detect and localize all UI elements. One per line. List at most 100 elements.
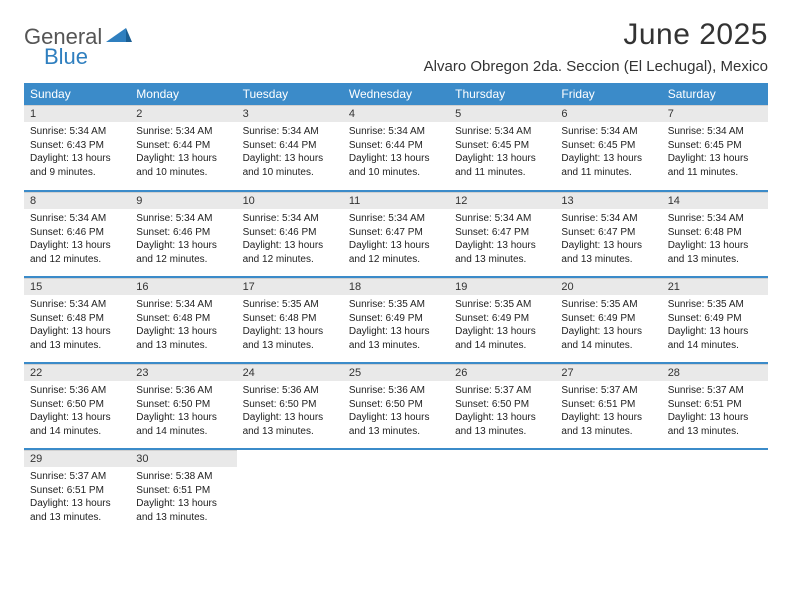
calendar-cell: 2Sunrise: 5:34 AMSunset: 6:44 PMDaylight…	[130, 105, 236, 191]
day-body: Sunrise: 5:36 AMSunset: 6:50 PMDaylight:…	[237, 381, 343, 442]
day-body: Sunrise: 5:34 AMSunset: 6:47 PMDaylight:…	[555, 209, 661, 270]
day-number: 2	[130, 105, 236, 122]
day-number: 1	[24, 105, 130, 122]
sunrise-line: Sunrise: 5:37 AM	[30, 470, 124, 484]
calendar-row: 22Sunrise: 5:36 AMSunset: 6:50 PMDayligh…	[24, 363, 768, 449]
day-body: Sunrise: 5:34 AMSunset: 6:46 PMDaylight:…	[237, 209, 343, 270]
calendar-cell: 23Sunrise: 5:36 AMSunset: 6:50 PMDayligh…	[130, 363, 236, 449]
sunrise-line: Sunrise: 5:36 AM	[243, 384, 337, 398]
calendar-cell: 5Sunrise: 5:34 AMSunset: 6:45 PMDaylight…	[449, 105, 555, 191]
calendar-cell: 10Sunrise: 5:34 AMSunset: 6:46 PMDayligh…	[237, 191, 343, 277]
sunset-line: Sunset: 6:45 PM	[668, 139, 762, 153]
day-number: 19	[449, 278, 555, 295]
daylight-line: Daylight: 13 hours and 14 minutes.	[30, 411, 124, 438]
calendar-cell: 25Sunrise: 5:36 AMSunset: 6:50 PMDayligh…	[343, 363, 449, 449]
daylight-line: Daylight: 13 hours and 13 minutes.	[243, 325, 337, 352]
sunrise-line: Sunrise: 5:34 AM	[30, 298, 124, 312]
sunrise-line: Sunrise: 5:37 AM	[455, 384, 549, 398]
day-body: Sunrise: 5:37 AMSunset: 6:51 PMDaylight:…	[555, 381, 661, 442]
sunrise-line: Sunrise: 5:34 AM	[349, 212, 443, 226]
day-body: Sunrise: 5:36 AMSunset: 6:50 PMDaylight:…	[343, 381, 449, 442]
day-body: Sunrise: 5:34 AMSunset: 6:48 PMDaylight:…	[662, 209, 768, 270]
day-body: Sunrise: 5:34 AMSunset: 6:48 PMDaylight:…	[24, 295, 130, 356]
weekday-header-row: Sunday Monday Tuesday Wednesday Thursday…	[24, 83, 768, 105]
daylight-line: Daylight: 13 hours and 14 minutes.	[455, 325, 549, 352]
calendar-cell: 15Sunrise: 5:34 AMSunset: 6:48 PMDayligh…	[24, 277, 130, 363]
calendar-table: Sunday Monday Tuesday Wednesday Thursday…	[24, 83, 768, 535]
calendar-cell: 8Sunrise: 5:34 AMSunset: 6:46 PMDaylight…	[24, 191, 130, 277]
day-number: 27	[555, 364, 661, 381]
sunset-line: Sunset: 6:51 PM	[668, 398, 762, 412]
day-body: Sunrise: 5:34 AMSunset: 6:44 PMDaylight:…	[130, 122, 236, 183]
sunrise-line: Sunrise: 5:35 AM	[455, 298, 549, 312]
daylight-line: Daylight: 13 hours and 11 minutes.	[668, 152, 762, 179]
daylight-line: Daylight: 13 hours and 14 minutes.	[668, 325, 762, 352]
daylight-line: Daylight: 13 hours and 13 minutes.	[561, 411, 655, 438]
sunrise-line: Sunrise: 5:35 AM	[243, 298, 337, 312]
daylight-line: Daylight: 13 hours and 13 minutes.	[30, 497, 124, 524]
daylight-line: Daylight: 13 hours and 14 minutes.	[136, 411, 230, 438]
day-number: 15	[24, 278, 130, 295]
day-number: 18	[343, 278, 449, 295]
day-number: 12	[449, 192, 555, 209]
sunset-line: Sunset: 6:47 PM	[349, 226, 443, 240]
daylight-line: Daylight: 13 hours and 13 minutes.	[455, 239, 549, 266]
daylight-line: Daylight: 13 hours and 13 minutes.	[668, 411, 762, 438]
sunset-line: Sunset: 6:48 PM	[30, 312, 124, 326]
day-number: 30	[130, 450, 236, 467]
day-number: 6	[555, 105, 661, 122]
sunset-line: Sunset: 6:44 PM	[349, 139, 443, 153]
sunset-line: Sunset: 6:47 PM	[455, 226, 549, 240]
weekday-header: Monday	[130, 83, 236, 105]
day-number: 9	[130, 192, 236, 209]
weekday-header: Saturday	[662, 83, 768, 105]
day-number: 23	[130, 364, 236, 381]
calendar-cell: 16Sunrise: 5:34 AMSunset: 6:48 PMDayligh…	[130, 277, 236, 363]
day-number: 5	[449, 105, 555, 122]
sunset-line: Sunset: 6:50 PM	[455, 398, 549, 412]
sunrise-line: Sunrise: 5:34 AM	[349, 125, 443, 139]
sunrise-line: Sunrise: 5:36 AM	[349, 384, 443, 398]
calendar-cell: 19 Sunrise: 5:35 AMSunset: 6:49 PMDayligh…	[449, 277, 555, 363]
day-number: 26	[449, 364, 555, 381]
day-number: 16	[130, 278, 236, 295]
day-body: Sunrise: 5:37 AMSunset: 6:50 PMDaylight:…	[449, 381, 555, 442]
daylight-line: Daylight: 13 hours and 13 minutes.	[349, 411, 443, 438]
calendar-cell: 1Sunrise: 5:34 AMSunset: 6:43 PMDaylight…	[24, 105, 130, 191]
daylight-line: Daylight: 13 hours and 11 minutes.	[561, 152, 655, 179]
sunrise-line: Sunrise: 5:34 AM	[455, 125, 549, 139]
sunset-line: Sunset: 6:47 PM	[561, 226, 655, 240]
daylight-line: Daylight: 13 hours and 12 minutes.	[243, 239, 337, 266]
day-body: Sunrise: 5:34 AMSunset: 6:45 PMDaylight:…	[555, 122, 661, 183]
calendar-cell: 28Sunrise: 5:37 AMSunset: 6:51 PMDayligh…	[662, 363, 768, 449]
sunrise-line: Sunrise: 5:34 AM	[136, 298, 230, 312]
day-number: 20	[555, 278, 661, 295]
sunrise-line: Sunrise: 5:34 AM	[561, 125, 655, 139]
daylight-line: Daylight: 13 hours and 14 minutes.	[561, 325, 655, 352]
sunset-line: Sunset: 6:45 PM	[561, 139, 655, 153]
calendar-cell: 26Sunrise: 5:37 AMSunset: 6:50 PMDayligh…	[449, 363, 555, 449]
brand-logo: General Blue	[24, 18, 132, 50]
calendar-row: 8Sunrise: 5:34 AMSunset: 6:46 PMDaylight…	[24, 191, 768, 277]
sunrise-line: Sunrise: 5:37 AM	[668, 384, 762, 398]
daylight-line: Daylight: 13 hours and 12 minutes.	[30, 239, 124, 266]
day-body: Sunrise: 5:35 AMSunset: 6:48 PMDaylight:…	[237, 295, 343, 356]
sunrise-line: Sunrise: 5:38 AM	[136, 470, 230, 484]
sunset-line: Sunset: 6:49 PM	[349, 312, 443, 326]
sunset-line: Sunset: 6:49 PM	[668, 312, 762, 326]
day-body: Sunrise: 5:34 AMSunset: 6:47 PMDaylight:…	[449, 209, 555, 270]
sunset-line: Sunset: 6:49 PM	[455, 312, 549, 326]
sunrise-line: Sunrise: 5:34 AM	[243, 125, 337, 139]
day-number: 13	[555, 192, 661, 209]
sunset-line: Sunset: 6:51 PM	[30, 484, 124, 498]
calendar-cell: 22Sunrise: 5:36 AMSunset: 6:50 PMDayligh…	[24, 363, 130, 449]
calendar-cell: 6Sunrise: 5:34 AMSunset: 6:45 PMDaylight…	[555, 105, 661, 191]
day-number: 8	[24, 192, 130, 209]
day-body: Sunrise: 5:34 AMSunset: 6:43 PMDaylight:…	[24, 122, 130, 183]
sunrise-line: Sunrise: 5:36 AM	[30, 384, 124, 398]
sunset-line: Sunset: 6:51 PM	[561, 398, 655, 412]
header: General Blue June 2025 Alvaro Obregon 2d…	[24, 18, 768, 75]
daylight-line: Daylight: 13 hours and 13 minutes.	[136, 497, 230, 524]
sunset-line: Sunset: 6:46 PM	[136, 226, 230, 240]
calendar-cell: 4Sunrise: 5:34 AMSunset: 6:44 PMDaylight…	[343, 105, 449, 191]
